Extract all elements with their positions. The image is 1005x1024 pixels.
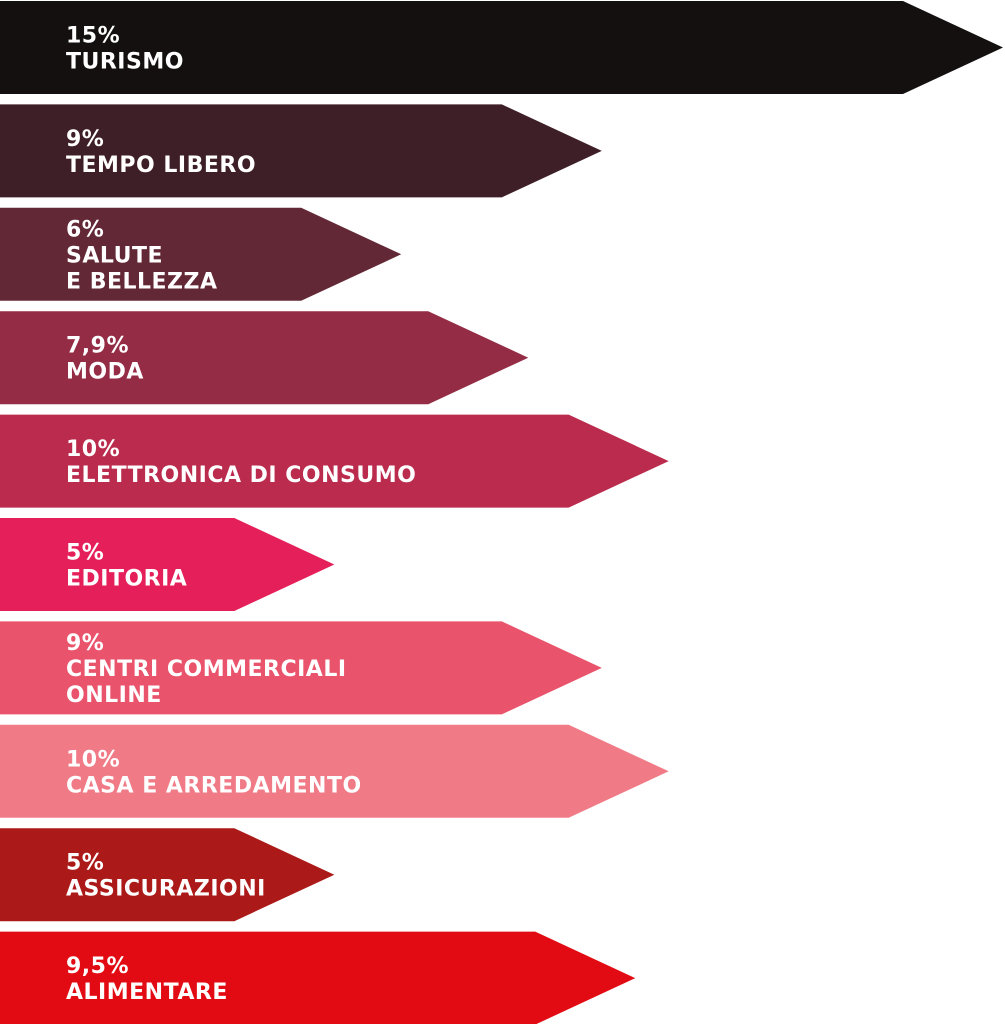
bar: [0, 207, 402, 301]
bar: [0, 311, 529, 405]
bar: [0, 104, 602, 198]
bar-value-label: 9,5%: [66, 954, 129, 979]
bar-value-label: 5%: [66, 541, 104, 566]
bar-value-label: 5%: [66, 851, 104, 876]
bar-value-label: 15%: [66, 24, 120, 49]
bar-group: 9%TEMPO LIBERO: [0, 104, 602, 198]
bar-group: 15%TURISMO: [0, 1, 1003, 94]
bar-value-label: 6%: [66, 217, 104, 242]
bar-group: 9,5%ALIMENTARE: [0, 931, 636, 1024]
bar-value-label: 9%: [66, 631, 104, 656]
bar-category-label: SALUTE: [66, 243, 163, 268]
bar-group: 5%ASSICURAZIONI: [0, 828, 335, 922]
bar-category-label: TURISMO: [66, 50, 184, 75]
bar: [0, 724, 669, 818]
bar: [0, 621, 602, 715]
bar-category-label: ALIMENTARE: [66, 980, 228, 1005]
bar-category-label: ASSICURAZIONI: [66, 877, 266, 902]
bar-category-label: CENTRI COMMERCIALI: [66, 657, 347, 682]
bar-value-label: 7,9%: [66, 334, 129, 359]
bar-group: 10%CASA E ARREDAMENTO: [0, 724, 669, 818]
bar: [0, 518, 335, 611]
bar-category-label: ELETTRONICA DI CONSUMO: [66, 463, 416, 488]
bar-category-label: TEMPO LIBERO: [66, 153, 256, 178]
bar-value-label: 10%: [66, 437, 120, 462]
bar-group: 5%EDITORIA: [0, 518, 335, 611]
bar-group: 7,9%MODA: [0, 311, 529, 405]
bar: [0, 1, 1003, 94]
bar-value-label: 10%: [66, 747, 120, 772]
bar-category-label: E BELLEZZA: [66, 269, 217, 294]
bar-category-label: EDITORIA: [66, 567, 187, 592]
bar-value-label: 9%: [66, 127, 104, 152]
bar-category-label: MODA: [66, 360, 144, 385]
bar: [0, 828, 335, 922]
bar-category-label: ONLINE: [66, 683, 162, 708]
bar: [0, 931, 636, 1024]
bar-category-label: CASA E ARREDAMENTO: [66, 773, 362, 798]
bar-group: 10%ELETTRONICA DI CONSUMO: [0, 414, 669, 508]
bar: [0, 414, 669, 508]
